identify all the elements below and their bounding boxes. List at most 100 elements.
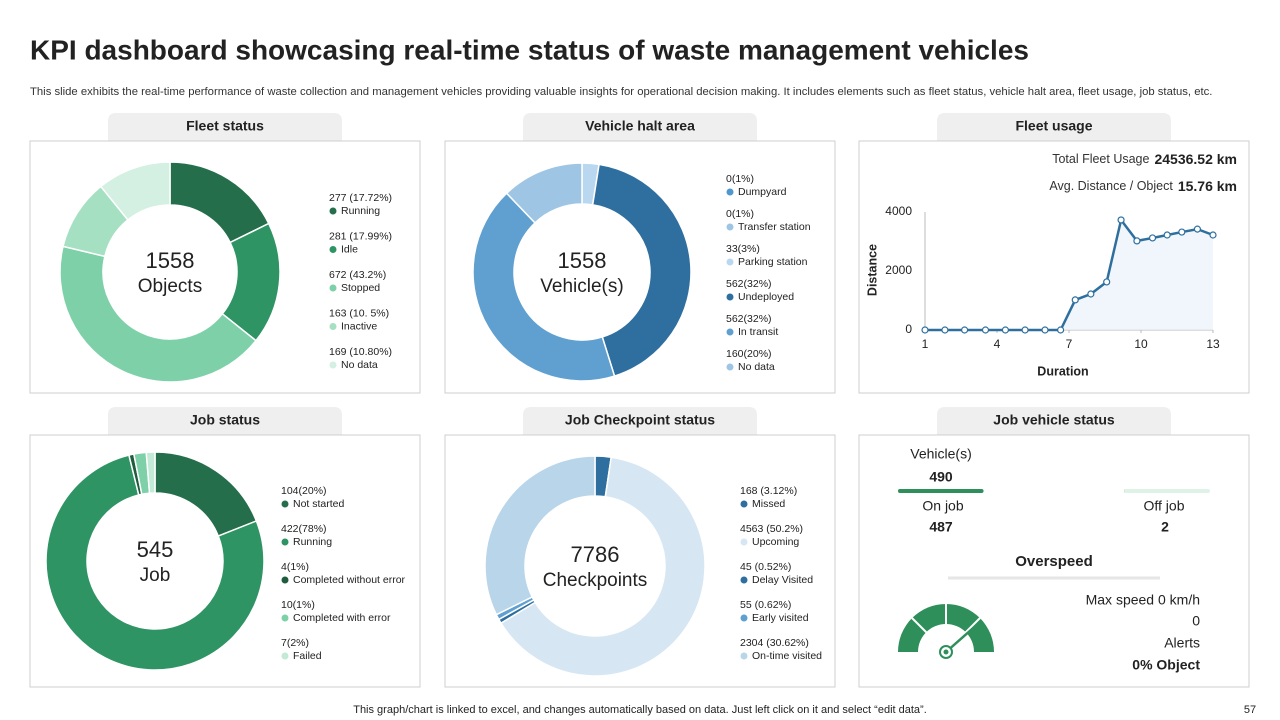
legend-value: 4563 (50.2%) <box>740 523 803 535</box>
point <box>1193 225 1202 233</box>
donut-segment <box>484 455 596 616</box>
legend-dot <box>726 223 734 231</box>
stat: Total Fleet Usage 24536.52 km <box>1052 151 1237 167</box>
area <box>925 219 1213 330</box>
center-value: 1558 <box>558 248 607 273</box>
donut-segment <box>145 451 156 495</box>
panel-title: Fleet status <box>186 118 264 134</box>
off-job-label: Off job <box>1144 498 1185 514</box>
legend-value: 562(32%) <box>726 313 772 325</box>
legend-dot <box>726 188 734 196</box>
stat-value: 15.76 km <box>1178 178 1237 194</box>
legend-dot <box>329 246 337 253</box>
legend-value: 55 (0.62%) <box>740 599 791 611</box>
point <box>1103 278 1111 286</box>
legend-value: 160(20%) <box>726 348 772 360</box>
point <box>960 326 969 334</box>
point <box>1021 326 1029 334</box>
x-tick-label: 13 <box>1206 337 1220 351</box>
alerts-value: 0% Object <box>1132 657 1200 673</box>
legend-dot <box>726 293 734 301</box>
legend-dot <box>740 652 748 660</box>
point <box>1178 228 1186 236</box>
panel-title: Job status <box>190 412 260 428</box>
panel-title: Job vehicle status <box>993 412 1115 428</box>
legend-value: 4(1%) <box>281 561 309 573</box>
overspeed-title: Overspeed <box>1015 553 1093 570</box>
y-tick-label: 0 <box>905 322 912 336</box>
legend-dot <box>740 614 748 622</box>
x-tick-label: 1 <box>922 337 929 351</box>
y-axis-label: Distance <box>865 244 879 296</box>
alerts-label: Alerts <box>1164 635 1200 651</box>
legend-dot <box>329 323 337 330</box>
vehicles-total: 490 <box>929 469 953 485</box>
speed-value: 0 <box>1192 613 1200 629</box>
legend-label: In transit <box>738 326 778 338</box>
tab <box>108 407 342 435</box>
stat-label: Total Fleet Usage <box>1052 152 1149 166</box>
panel-title: Job Checkpoint status <box>565 412 715 428</box>
gauge <box>898 604 994 659</box>
legend-dot <box>740 576 748 584</box>
bar-track <box>1124 489 1210 493</box>
stat: Avg. Distance / Object 15.76 km <box>1049 178 1237 194</box>
legend-dot <box>329 284 337 292</box>
point <box>941 326 949 334</box>
legend-label: Early visited <box>752 612 809 624</box>
stat-label: Avg. Distance / Object <box>1049 179 1173 193</box>
panel-title: Vehicle halt area <box>585 118 695 134</box>
subtitle: This slide exhibits the real-time perfor… <box>30 86 1213 98</box>
bar <box>898 489 984 493</box>
point <box>1087 290 1095 298</box>
center-label: Job <box>140 565 171 586</box>
legend-dot <box>329 207 337 215</box>
point <box>1056 326 1065 334</box>
center-value: 545 <box>137 537 174 562</box>
max-speed: Max speed 0 km/h <box>1086 592 1200 608</box>
legend-label: Idle <box>341 243 358 255</box>
point <box>981 326 990 334</box>
legend-dot <box>726 363 734 371</box>
legend-label: Stopped <box>341 282 380 294</box>
legend-value: 2304 (30.62%) <box>740 637 809 649</box>
legend-dot <box>329 361 337 369</box>
y-tick-label: 2000 <box>885 263 912 277</box>
legend-label: Dumpyard <box>738 186 787 198</box>
x-tick-label: 10 <box>1134 337 1148 351</box>
tab <box>937 113 1171 141</box>
tab <box>108 113 342 141</box>
x-axis-label: Duration <box>1037 364 1088 378</box>
legend-label: Parking station <box>738 256 808 268</box>
point <box>1117 216 1125 224</box>
legend-label: No data <box>738 361 775 373</box>
off-job-value: 2 <box>1161 519 1169 535</box>
legend-value: 45 (0.52%) <box>740 561 791 573</box>
legend-value: 277 (17.72%) <box>329 192 392 204</box>
panel <box>858 434 1250 688</box>
x-tick-label: 7 <box>1066 337 1073 351</box>
legend-dot <box>726 328 734 336</box>
legend-label: Running <box>293 536 332 548</box>
point <box>1001 326 1010 334</box>
page-number: 57 <box>1244 704 1256 716</box>
donut-segment <box>45 454 265 671</box>
point <box>1148 234 1157 242</box>
legend-value: 7(2%) <box>281 637 309 649</box>
footer: This graph/chart is linked to excel, and… <box>353 704 927 716</box>
point <box>1133 237 1141 245</box>
legend-label: Not started <box>293 498 345 510</box>
legend-value: 281 (17.99%) <box>329 230 392 242</box>
tab <box>523 113 757 141</box>
point <box>1041 326 1049 334</box>
legend-value: 10(1%) <box>281 599 315 611</box>
legend-label: Transfer station <box>738 221 811 233</box>
legend-value: 169 (10.80%) <box>329 346 392 358</box>
donut-segment <box>99 161 171 221</box>
page-title: KPI dashboard showcasing real-time statu… <box>30 34 1029 65</box>
legend-value: 168 (3.12%) <box>740 485 797 497</box>
legend-dot <box>740 538 748 546</box>
legend-label: Missed <box>752 498 785 510</box>
